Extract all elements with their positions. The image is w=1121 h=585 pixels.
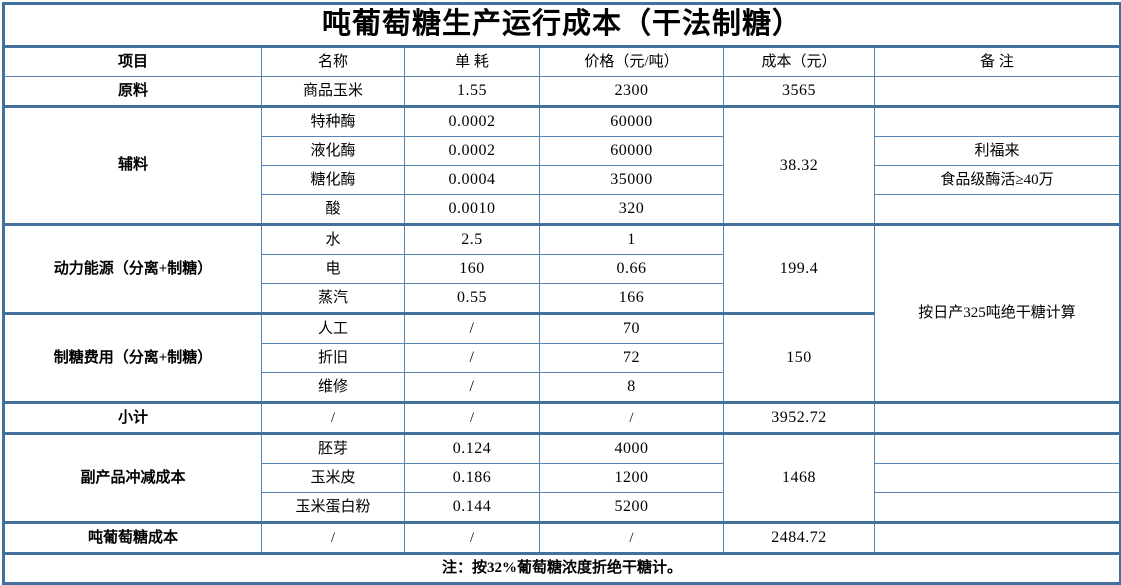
price-cell: 1200 bbox=[539, 463, 724, 493]
unit-cell: 0.186 bbox=[404, 463, 540, 493]
price-cell: 4000 bbox=[539, 432, 724, 464]
unit-cell: / bbox=[404, 312, 540, 344]
name-cell: 人工 bbox=[261, 312, 405, 344]
price-cell: 8 bbox=[539, 372, 724, 403]
table-row: 原料 商品玉米 1.55 2300 3565 bbox=[3, 76, 1121, 107]
name-cell: 特种酶 bbox=[261, 105, 405, 137]
name-cell: / bbox=[261, 521, 405, 554]
unit-cell: 0.0010 bbox=[404, 194, 540, 225]
category-cell: 辅料 bbox=[3, 105, 262, 225]
price-cell: / bbox=[539, 521, 724, 554]
name-cell: 酸 bbox=[261, 194, 405, 225]
remark-cell bbox=[873, 194, 1121, 225]
unit-cell: / bbox=[404, 343, 540, 373]
remark-cell: 按日产325吨绝干糖计算 bbox=[873, 223, 1121, 403]
category-cell: 小计 bbox=[3, 401, 262, 434]
table-row: 辅料 特种酶 0.0002 60000 38.32 bbox=[3, 105, 1121, 225]
remark-cell bbox=[873, 521, 1121, 554]
cost-cell: 3565 bbox=[723, 76, 875, 107]
unit-cell: 0.144 bbox=[404, 492, 540, 523]
price-cell: 60000 bbox=[539, 105, 724, 137]
price-cell: 60000 bbox=[539, 136, 724, 166]
table-row: 动力能源（分离+制糖） 水 2.5 1 199.4 按日产325吨绝干糖计算 bbox=[3, 223, 1121, 403]
cost-cell: 38.32 bbox=[723, 105, 875, 225]
footer-note: 注：按32%葡萄糖浓度折绝干糖计。 bbox=[2, 552, 1121, 584]
table-row: 玉米皮 0.186 1200 bbox=[4, 463, 1121, 493]
category-cell: 副产品冲减成本 bbox=[3, 432, 262, 523]
column-header-remark: 备 注 bbox=[873, 46, 1121, 77]
price-cell: 5200 bbox=[539, 492, 724, 523]
name-cell: 电 bbox=[261, 254, 405, 284]
subtotal-row: 小计 / / / 3952.72 bbox=[3, 401, 1121, 434]
cost-cell: 199.4 bbox=[723, 223, 875, 314]
category-cell: 制糖费用（分离+制糖） bbox=[3, 312, 262, 403]
remark-cell: 利福来 bbox=[873, 136, 1121, 166]
footer-row: 注：按32%葡萄糖浓度折绝干糖计。 bbox=[2, 552, 1121, 584]
table-row: 酸 0.0010 320 bbox=[4, 194, 1121, 225]
name-cell: / bbox=[261, 401, 405, 434]
category-cell: 动力能源（分离+制糖） bbox=[3, 223, 262, 314]
table-row: 折旧 / 72 bbox=[4, 343, 1121, 373]
unit-cell: / bbox=[404, 372, 540, 403]
column-header-cost: 成本（元） bbox=[723, 46, 875, 77]
header-row: 项目 名称 单 耗 价格（元/吨） 成本（元） 备 注 bbox=[3, 46, 1121, 77]
name-cell: 折旧 bbox=[261, 343, 405, 373]
name-cell: 水 bbox=[261, 223, 405, 255]
column-header-unit: 单 耗 bbox=[404, 46, 540, 77]
unit-cell: 2.5 bbox=[404, 223, 540, 255]
total-row: 吨葡萄糖成本 / / / 2484.72 bbox=[3, 521, 1121, 554]
category-cell: 原料 bbox=[3, 76, 262, 107]
category-cell: 吨葡萄糖成本 bbox=[3, 521, 262, 554]
table-row: 液化酶 0.0002 60000 利福来 bbox=[4, 136, 1121, 166]
table-row: 副产品冲减成本 胚芽 0.124 4000 1468 bbox=[3, 432, 1121, 523]
cost-cell: 150 bbox=[723, 312, 875, 403]
unit-cell: / bbox=[404, 401, 540, 434]
cost-cell: 3952.72 bbox=[723, 401, 875, 434]
name-cell: 玉米皮 bbox=[261, 463, 405, 493]
column-header-item: 项目 bbox=[3, 46, 262, 77]
unit-cell: 0.0004 bbox=[404, 165, 540, 195]
unit-cell: 1.55 bbox=[404, 76, 540, 107]
price-cell: 0.66 bbox=[539, 254, 724, 284]
page-title: 吨葡萄糖生产运行成本（干法制糖） bbox=[2, 3, 1121, 48]
name-cell: 商品玉米 bbox=[261, 76, 405, 107]
column-header-name: 名称 bbox=[261, 46, 405, 77]
unit-cell: 0.0002 bbox=[404, 136, 540, 166]
remark-cell bbox=[873, 492, 1121, 523]
price-cell: / bbox=[539, 401, 724, 434]
remark-cell bbox=[873, 463, 1121, 493]
name-cell: 蒸汽 bbox=[261, 283, 405, 314]
remark-cell: 食品级酶活≥40万 bbox=[873, 165, 1121, 195]
remark-cell bbox=[873, 432, 1121, 464]
cost-cell: 2484.72 bbox=[723, 521, 875, 554]
unit-cell: 0.55 bbox=[404, 283, 540, 314]
name-cell: 玉米蛋白粉 bbox=[261, 492, 405, 523]
price-cell: 2300 bbox=[539, 76, 724, 107]
unit-cell: / bbox=[404, 521, 540, 554]
price-cell: 166 bbox=[539, 283, 724, 314]
price-cell: 72 bbox=[539, 343, 724, 373]
name-cell: 液化酶 bbox=[261, 136, 405, 166]
remark-cell bbox=[873, 105, 1121, 137]
price-cell: 1 bbox=[539, 223, 724, 255]
unit-cell: 160 bbox=[404, 254, 540, 284]
title-row: 吨葡萄糖生产运行成本（干法制糖） bbox=[2, 3, 1121, 48]
price-cell: 35000 bbox=[539, 165, 724, 195]
unit-cell: 0.0002 bbox=[404, 105, 540, 137]
name-cell: 维修 bbox=[261, 372, 405, 403]
price-cell: 70 bbox=[539, 312, 724, 344]
name-cell: 胚芽 bbox=[261, 432, 405, 464]
table-row: 糖化酶 0.0004 35000 食品级酶活≥40万 bbox=[4, 165, 1121, 195]
cost-cell: 1468 bbox=[723, 432, 875, 523]
name-cell: 糖化酶 bbox=[261, 165, 405, 195]
table-row: 电 160 0.66 bbox=[4, 254, 1121, 284]
remark-cell bbox=[873, 76, 1121, 107]
column-header-price: 价格（元/吨） bbox=[539, 46, 724, 77]
price-cell: 320 bbox=[539, 194, 724, 225]
table-row: 蒸汽 0.55 166 bbox=[4, 283, 1121, 314]
table-row: 玉米蛋白粉 0.144 5200 bbox=[4, 492, 1121, 523]
remark-cell bbox=[873, 401, 1121, 434]
unit-cell: 0.124 bbox=[404, 432, 540, 464]
